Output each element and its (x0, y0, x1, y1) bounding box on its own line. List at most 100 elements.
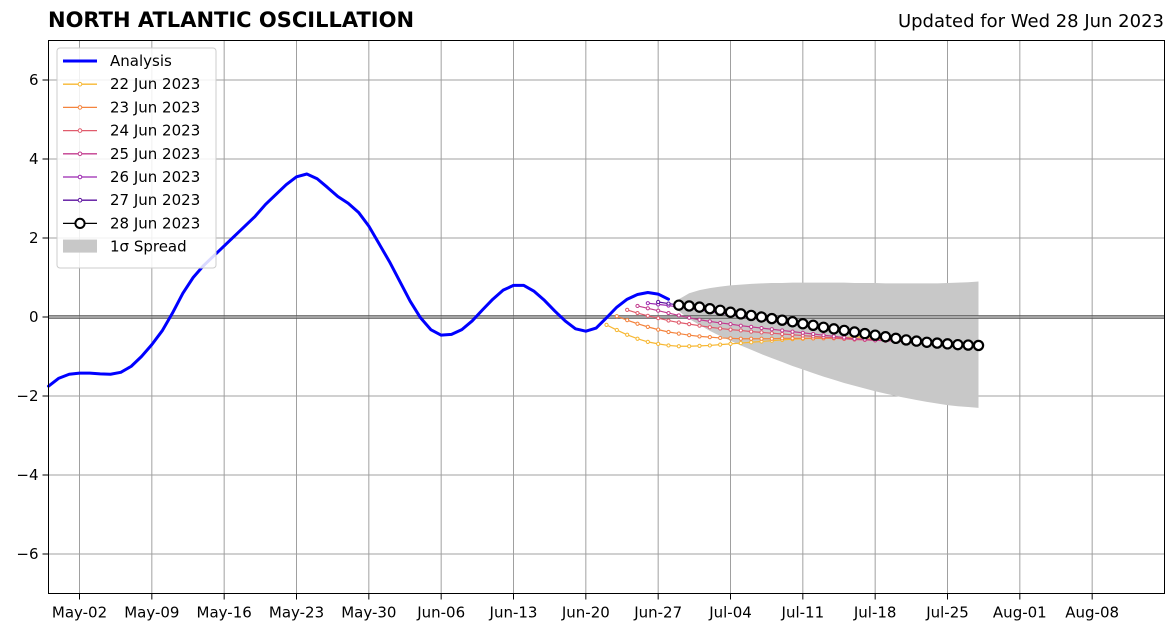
forecast-marker (790, 336, 795, 341)
forecast-marker (769, 331, 774, 336)
forecast-marker (625, 307, 630, 312)
forecast-marker (821, 333, 826, 338)
forecast-marker (800, 330, 805, 335)
forecast-marker (879, 331, 892, 343)
legend-marker (77, 174, 83, 180)
forecast-marker (817, 321, 830, 333)
forecast-marker (749, 329, 754, 334)
forecast-marker (724, 306, 737, 318)
forecast-marker (666, 318, 671, 323)
x-tick-label: Jun-27 (633, 604, 682, 622)
forecast-marker (738, 328, 743, 333)
x-tick-label: Jul-25 (925, 604, 969, 622)
x-tick-label: May-23 (269, 604, 324, 622)
forecast-marker (625, 318, 630, 323)
forecast-marker (797, 318, 809, 330)
forecast-marker (842, 335, 847, 340)
axis-ticks: −6 −4 −2 0 2 4 6 May-02 May-09 May-16 May-23 May-30… (16, 71, 1119, 622)
x-tick-label: May-16 (197, 604, 252, 622)
series-analysis (47, 172, 670, 388)
forecast-marker (687, 333, 692, 338)
forecast-marker (676, 344, 681, 349)
legend-item[interactable]: 1σ Spread (63, 238, 187, 256)
forecast-marker (738, 323, 743, 328)
forecast-marker (766, 312, 778, 325)
forecast-marker (848, 326, 861, 338)
legend-label: 27 Jun 2023 (110, 191, 200, 209)
y-tick-label: 4 (29, 150, 39, 168)
legend-marker (77, 151, 83, 157)
forecast-marker (666, 329, 671, 335)
legend-item[interactable]: 26 Jun 2023 (63, 168, 200, 186)
y-tick-label: 6 (29, 71, 39, 89)
forecast-marker (707, 319, 712, 324)
forecast-marker (645, 324, 650, 329)
forecast-marker (759, 330, 764, 335)
legend-label: 23 Jun 2023 (110, 98, 200, 116)
chart-title: NORTH ATLANTIC OSCILLATION (48, 8, 415, 32)
forecast-marker (910, 335, 923, 347)
forecast-marker (952, 338, 964, 351)
forecast-marker (749, 324, 754, 329)
forecast-line (637, 305, 917, 343)
forecast-marker (707, 325, 712, 330)
forecast-marker (786, 316, 799, 328)
y-tick-label: −2 (16, 387, 38, 405)
legend-label: 25 Jun 2023 (110, 145, 200, 163)
x-tick-label: Jun-13 (489, 604, 538, 622)
series-28-jun-2023 (673, 299, 985, 352)
legend-item[interactable]: 28 Jun 2023 (63, 214, 200, 232)
legend-swatch (63, 239, 97, 253)
x-tick-label: Aug-01 (993, 604, 1047, 622)
legend-item[interactable]: Analysis (63, 52, 172, 70)
forecast-marker (718, 320, 723, 326)
forecast-marker (693, 301, 706, 313)
forecast-marker (738, 336, 743, 341)
forecast-marker (645, 301, 650, 306)
analysis-line (47, 172, 670, 388)
forecast-marker (780, 336, 785, 341)
forecast-marker (635, 321, 640, 326)
x-tick-label: May-30 (341, 604, 396, 622)
forecast-marker (749, 340, 754, 345)
forecast-marker (656, 308, 661, 313)
forecast-marker (790, 329, 795, 334)
legend-label: 22 Jun 2023 (110, 75, 200, 93)
forecast-marker (673, 299, 685, 311)
x-tick-label: Aug-08 (1065, 604, 1119, 622)
legend-label: 1σ Spread (110, 238, 187, 256)
forecast-marker (676, 331, 681, 336)
legend-item[interactable]: 23 Jun 2023 (63, 98, 200, 116)
forecast-marker (828, 323, 840, 335)
forecast-marker (900, 334, 912, 346)
legend-label: 26 Jun 2023 (110, 168, 200, 186)
forecast-marker (921, 336, 933, 348)
legend-item[interactable]: 25 Jun 2023 (63, 145, 200, 163)
forecast-marker (718, 326, 723, 331)
forecast-marker (707, 343, 712, 348)
forecast-marker (941, 338, 954, 350)
y-tick-label: −6 (16, 545, 38, 563)
legend[interactable]: Analysis 22 Jun 2023 23 Jun 2023 24 Jun 202… (56, 47, 217, 269)
x-tick-label: Jul-18 (853, 604, 897, 622)
chart-subtitle: Updated for Wed 28 Jun 2023 (897, 11, 1164, 32)
forecast-marker (625, 332, 630, 337)
y-tick-label: 2 (29, 229, 39, 247)
x-tick-label: Jun-06 (416, 604, 465, 622)
forecast-marker (697, 334, 702, 339)
legend-item[interactable]: 22 Jun 2023 (63, 75, 200, 93)
forecast-marker (780, 331, 785, 337)
y-tick-label: −4 (16, 466, 38, 484)
y-tick-label: 0 (29, 308, 39, 326)
forecast-marker (759, 336, 764, 341)
legend-item[interactable]: 24 Jun 2023 (63, 122, 200, 140)
x-tick-label: May-09 (124, 604, 179, 622)
legend-box (56, 47, 217, 269)
forecast-marker (656, 327, 661, 332)
forecast-marker (728, 336, 733, 341)
x-tick-label: May-02 (52, 604, 107, 622)
legend-item[interactable]: 27 Jun 2023 (63, 191, 200, 209)
forecast-marker (759, 325, 764, 331)
forecast-marker (697, 317, 702, 322)
series-lines (47, 172, 985, 388)
